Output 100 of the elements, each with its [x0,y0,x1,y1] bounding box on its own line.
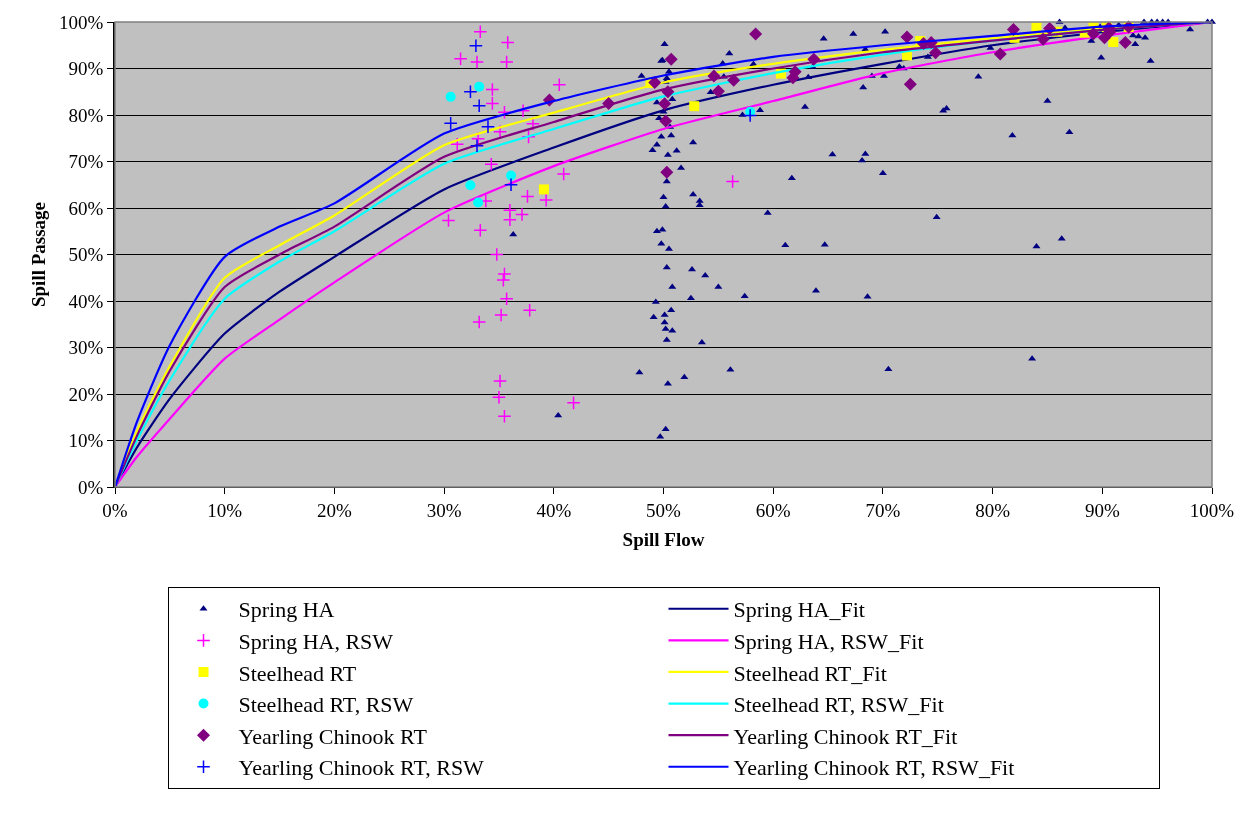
point [489,247,504,262]
point [453,51,468,66]
point [473,24,488,39]
point [658,97,672,111]
point [496,273,511,288]
x-tick-label: 50% [646,499,682,521]
y-tick-label: 70% [68,151,104,173]
point [485,96,500,111]
point [463,84,478,99]
point [664,52,678,66]
x-tick-label: 80% [975,499,1011,521]
point [441,213,456,228]
legend-label: Yearling Chinook RT [238,723,428,749]
x-axis-title: Spill Flow [622,528,705,550]
point [711,84,725,98]
y-tick-label: 20% [68,383,104,405]
x-tick-label: 20% [316,499,352,521]
point [516,103,531,118]
y-tick-label: 80% [68,104,104,126]
y-tick-label: 100% [59,11,104,33]
point [502,212,517,227]
point [538,184,549,195]
legend-label: Yearling Chinook RT_Fit [733,723,958,749]
point [520,189,535,204]
point [500,35,515,50]
point [993,47,1007,61]
point [503,177,519,192]
point [497,409,512,424]
point [485,82,500,97]
x-tick-label: 30% [426,499,462,521]
x-tick-label: 70% [865,499,901,521]
point [525,116,541,131]
point [474,81,485,92]
point [499,54,514,70]
point [473,223,488,238]
point [725,174,740,189]
y-tick-label: 50% [68,244,104,266]
point [648,75,662,89]
point [521,129,536,144]
x-tick-label: 60% [755,499,791,521]
point [484,157,499,172]
point [566,395,581,410]
point [497,266,512,282]
legend-label: Yearling Chinook RT, RSW [238,755,485,781]
point [749,27,763,41]
point [472,98,487,113]
point [499,291,514,306]
point [903,77,917,91]
point [552,77,567,92]
y-tick-label: 30% [68,337,104,359]
point [465,180,476,191]
point [445,91,456,102]
y-tick-label: 60% [68,197,104,219]
y-tick-label: 10% [68,430,104,452]
x-tick-label: 0% [102,499,128,521]
legend-label: Spring HA, RSW_Fit [733,628,924,654]
point [514,207,530,222]
y-axis-title: Spill Passage [28,201,50,308]
legend-label: Spring HA_Fit [733,597,865,623]
point [539,193,554,208]
legend-label: Steelhead RT [238,660,357,686]
x-tick-label: 40% [536,499,572,521]
y-tick-label: 90% [68,58,104,80]
point [494,307,509,322]
legend-label: Steelhead RT, RSW [238,692,414,718]
point [743,108,758,123]
y-tick-label: 40% [68,290,104,312]
point [1108,37,1119,47]
point [786,71,800,85]
point [473,197,484,208]
point [1006,22,1020,36]
legend-label: Spring HA [238,597,335,623]
point [659,114,673,128]
point [491,390,506,405]
x-tick-label: 10% [207,499,243,521]
legend-label: Yearling Chinook RT, RSW_Fit [733,755,1015,781]
point [497,105,512,120]
point [471,131,486,146]
point [506,170,517,181]
point [469,138,485,153]
point [689,101,700,112]
point [522,303,537,318]
point [468,38,483,53]
point [1118,35,1132,49]
legend-label: Spring HA, RSW [238,628,394,654]
legend-label: Steelhead RT_Fit [733,660,887,686]
point [900,30,914,44]
point [660,165,674,179]
point [493,373,508,389]
point [472,314,487,329]
point [480,119,496,134]
x-tick-label: 90% [1084,499,1120,521]
point [929,46,943,60]
point [556,167,571,182]
point [493,124,508,139]
point [450,137,465,152]
point [443,116,458,131]
x-tick-label: 100% [1189,499,1235,521]
y-tick-label: 0% [78,476,104,498]
legend-label: Steelhead RT, RSW_Fit [733,692,944,718]
